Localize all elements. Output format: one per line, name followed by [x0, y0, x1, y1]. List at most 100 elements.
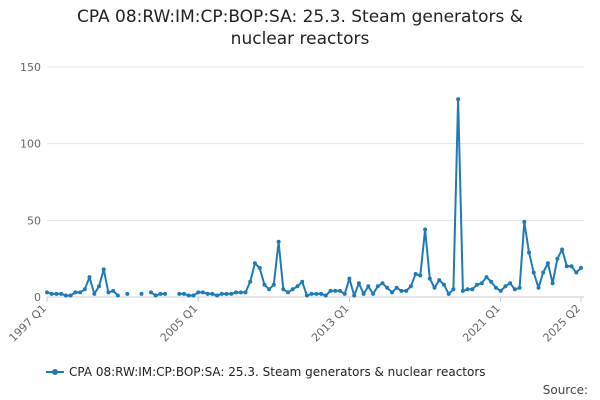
data-point[interactable] — [555, 256, 560, 261]
data-point[interactable] — [446, 291, 451, 296]
data-point[interactable] — [560, 247, 565, 252]
data-point[interactable] — [314, 291, 319, 296]
data-point[interactable] — [460, 288, 465, 293]
data-point[interactable] — [252, 261, 257, 266]
data-point[interactable] — [484, 275, 489, 280]
data-point[interactable] — [418, 273, 423, 278]
data-point[interactable] — [475, 282, 479, 287]
data-point[interactable] — [186, 293, 191, 298]
data-point[interactable] — [73, 290, 78, 295]
data-point[interactable] — [319, 291, 324, 296]
data-point[interactable] — [352, 293, 357, 298]
data-point[interactable] — [158, 291, 163, 296]
data-point[interactable] — [399, 288, 404, 293]
data-point[interactable] — [517, 285, 522, 290]
data-point[interactable] — [59, 291, 64, 296]
data-point[interactable] — [442, 282, 446, 287]
data-point[interactable] — [163, 291, 168, 296]
data-point[interactable] — [248, 279, 253, 284]
data-point[interactable] — [196, 290, 201, 295]
data-point[interactable] — [342, 291, 347, 296]
data-point[interactable] — [541, 270, 546, 275]
data-point[interactable] — [503, 284, 508, 289]
data-point[interactable] — [234, 290, 238, 295]
data-point[interactable] — [286, 290, 290, 295]
data-point[interactable] — [111, 288, 116, 293]
data-point[interactable] — [347, 276, 352, 281]
data-point[interactable] — [328, 288, 333, 293]
data-point[interactable] — [531, 270, 536, 275]
data-point[interactable] — [390, 290, 394, 295]
data-point[interactable] — [470, 287, 475, 292]
data-point[interactable] — [479, 281, 484, 286]
data-point[interactable] — [205, 291, 210, 296]
data-point[interactable] — [224, 291, 229, 296]
data-point[interactable] — [371, 291, 376, 296]
data-point[interactable] — [219, 291, 224, 296]
data-point[interactable] — [304, 293, 309, 298]
data-point[interactable] — [508, 281, 513, 286]
data-point[interactable] — [82, 287, 87, 292]
data-point[interactable] — [574, 270, 579, 275]
data-point[interactable] — [215, 293, 220, 298]
data-point[interactable] — [361, 291, 366, 296]
data-point[interactable] — [522, 219, 527, 224]
data-point[interactable] — [49, 291, 54, 296]
data-point[interactable] — [375, 284, 380, 289]
data-point[interactable] — [257, 265, 262, 270]
data-point[interactable] — [153, 293, 158, 298]
data-point[interactable] — [229, 291, 234, 296]
data-point[interactable] — [267, 287, 272, 292]
data-point[interactable] — [97, 284, 101, 289]
data-point[interactable] — [323, 293, 328, 298]
data-point[interactable] — [456, 97, 461, 102]
data-point[interactable] — [394, 285, 399, 290]
data-point[interactable] — [338, 288, 342, 293]
data-point[interactable] — [300, 279, 305, 284]
data-point[interactable] — [281, 287, 286, 292]
data-point[interactable] — [87, 275, 92, 280]
data-point[interactable] — [149, 290, 153, 295]
data-point[interactable] — [78, 290, 83, 295]
data-point[interactable] — [210, 291, 215, 296]
data-point[interactable] — [545, 261, 550, 266]
data-point[interactable] — [465, 287, 470, 292]
data-point[interactable] — [427, 276, 432, 281]
data-point[interactable] — [125, 291, 130, 296]
data-point[interactable] — [366, 284, 371, 289]
data-point[interactable] — [139, 291, 144, 296]
data-point[interactable] — [489, 279, 494, 284]
data-point[interactable] — [451, 287, 456, 292]
data-point[interactable] — [63, 293, 68, 298]
data-point[interactable] — [564, 264, 569, 269]
data-point[interactable] — [106, 290, 111, 295]
data-point[interactable] — [262, 282, 267, 287]
data-point[interactable] — [68, 293, 73, 298]
data-point[interactable] — [182, 291, 186, 296]
data-point[interactable] — [115, 293, 120, 298]
data-point[interactable] — [243, 290, 248, 295]
data-point[interactable] — [527, 250, 531, 255]
data-point[interactable] — [356, 281, 361, 286]
data-point[interactable] — [380, 281, 385, 286]
data-point[interactable] — [408, 284, 413, 289]
data-point[interactable] — [295, 284, 300, 289]
data-point[interactable] — [498, 288, 503, 293]
data-point[interactable] — [238, 290, 243, 295]
data-point[interactable] — [191, 293, 196, 298]
data-point[interactable] — [54, 291, 59, 296]
data-point[interactable] — [423, 227, 428, 232]
data-point[interactable] — [432, 285, 437, 290]
data-point[interactable] — [569, 264, 574, 269]
data-point[interactable] — [493, 285, 498, 290]
data-point[interactable] — [271, 282, 276, 287]
data-point[interactable] — [276, 239, 281, 244]
data-point[interactable] — [45, 290, 49, 295]
data-point[interactable] — [177, 291, 182, 296]
data-point[interactable] — [385, 285, 390, 290]
data-point[interactable] — [101, 267, 106, 272]
data-point[interactable] — [579, 265, 583, 270]
data-point[interactable] — [92, 291, 97, 296]
data-point[interactable] — [333, 288, 338, 293]
data-point[interactable] — [536, 285, 541, 290]
